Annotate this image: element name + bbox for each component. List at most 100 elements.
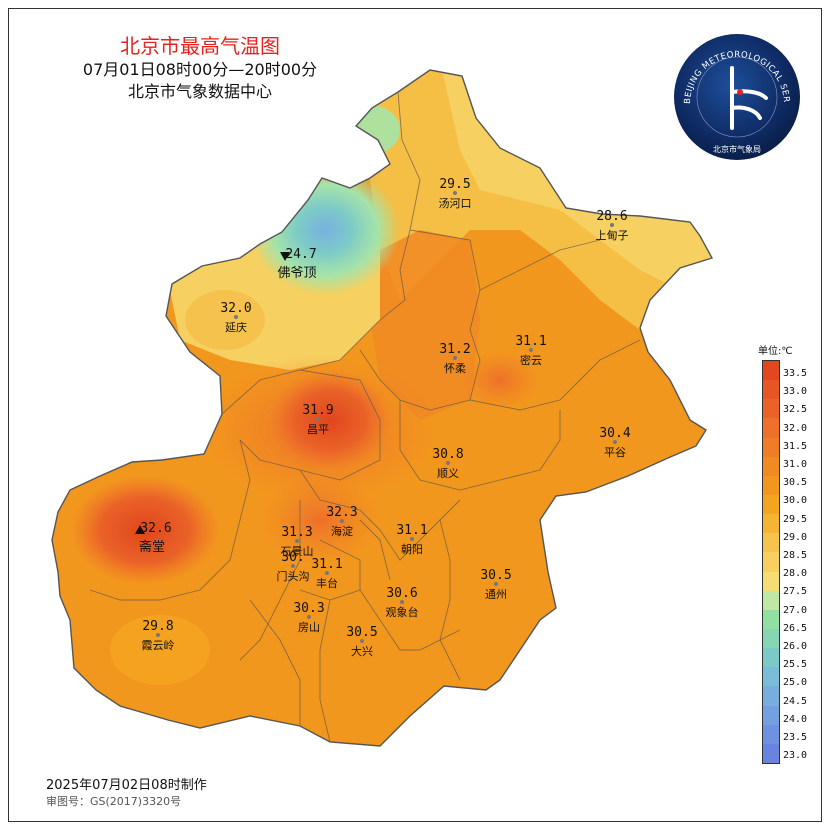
station-value: 29.5 — [439, 177, 470, 192]
station-name: 昌平 — [307, 423, 329, 436]
station-changping: 31.9 昌平 — [302, 403, 333, 436]
legend-tick-label: 25.5 — [783, 659, 808, 671]
station-layer: 29.5汤河口28.6上甸子24.7佛爷顶32.0延庆31.2怀柔31.1密云3… — [135, 177, 631, 658]
station-value: 32.0 — [220, 301, 251, 316]
legend-swatch — [763, 418, 779, 439]
station-name: 霞云岭 — [142, 638, 175, 652]
station-value: 31.1 — [515, 334, 546, 349]
station-value: 30.5 — [480, 568, 511, 583]
legend-tick-label: 26.5 — [783, 622, 808, 634]
station-haidian: 32.3 海淀 — [326, 505, 357, 538]
legend-swatch — [763, 609, 779, 630]
legend-swatch — [763, 533, 779, 553]
station-dot-icon — [453, 191, 457, 195]
station-huairou: 31.2 怀柔 — [439, 342, 470, 375]
station-name: 门头沟 — [277, 569, 310, 583]
station-dot-icon — [291, 564, 295, 568]
station-tongzhou: 30.5 通州 — [480, 568, 511, 601]
legend-tick-label: 33.0 — [783, 386, 808, 398]
logo-emblem-icon — [730, 66, 768, 130]
legend-swatch — [763, 552, 779, 573]
station-value: 30.5 — [346, 625, 377, 640]
legend-swatch — [763, 743, 779, 764]
station-name: 观象台 — [386, 605, 419, 619]
time-period: 07月01日08时00分—20时00分 — [82, 60, 318, 79]
station-value: 24.7 — [285, 247, 316, 262]
legend-swatch — [763, 629, 779, 649]
station-miyun: 31.1 密云 — [515, 334, 546, 367]
legend-tick-label: 24.5 — [783, 695, 808, 707]
legend-tick-label: 29.5 — [783, 513, 808, 525]
station-value: 31.1 — [311, 557, 342, 572]
station-xiayunling: 29.8 霞云岭 — [142, 619, 175, 652]
station-name: 汤河口 — [439, 196, 472, 210]
legend-swatch — [763, 437, 779, 458]
station-name: 顺义 — [437, 467, 459, 480]
legend-swatch — [763, 361, 779, 381]
legend-tick-label: 28.0 — [783, 568, 808, 580]
station-value: 30.4 — [599, 426, 630, 441]
station-value: 32.3 — [326, 505, 357, 520]
legend-swatch — [763, 667, 779, 687]
legend-tick-label: 26.0 — [783, 641, 808, 652]
station-value: 30.8 — [432, 447, 463, 462]
legend-swatch — [763, 456, 779, 477]
station-name: 斋堂 — [139, 539, 165, 555]
station-dot-icon — [613, 440, 617, 444]
station-dot-icon — [610, 223, 614, 227]
legend-tick-label: 31.0 — [783, 459, 808, 470]
station-shijingshan: 31.3 石景山 — [281, 525, 314, 558]
station-fangshan: 30.3 房山 — [293, 601, 324, 634]
station-name: 上甸子 — [596, 229, 629, 242]
station-value: 29.8 — [142, 619, 173, 634]
max-marker-icon — [135, 525, 145, 534]
station-value: 31.2 — [439, 342, 470, 357]
legend-tick-label: 23.0 — [783, 750, 808, 762]
station-name: 房山 — [298, 621, 320, 634]
district-borders — [89, 91, 641, 743]
legend-tick-label: 31.5 — [783, 440, 808, 452]
map-review-number: 审图号：GS(2017)3320号 — [46, 795, 182, 808]
station-value: 30. — [281, 550, 304, 565]
station-shunyi: 30.8 顺义 — [432, 447, 463, 480]
legend-tick-label: 25.0 — [783, 677, 808, 689]
station-dot-icon — [307, 615, 311, 619]
station-value: 31.9 — [302, 403, 333, 418]
station-dot-icon — [453, 356, 457, 360]
station-dot-icon — [529, 348, 533, 352]
station-dot-icon — [295, 539, 299, 543]
min-marker-icon — [280, 252, 290, 261]
legend-swatch — [763, 648, 779, 668]
legend-swatch — [763, 514, 779, 534]
station-dot-icon — [234, 315, 238, 319]
station-value: 30.3 — [293, 601, 324, 616]
data-source: 北京市气象数据中心 — [127, 82, 272, 101]
station-name: 平谷 — [604, 446, 626, 459]
station-value: 31.3 — [281, 525, 312, 540]
legend-tick-label: 27.0 — [783, 604, 808, 616]
legend-swatch — [763, 590, 779, 611]
legend-swatch — [763, 399, 779, 419]
station-name: 延庆 — [225, 320, 247, 334]
station-zhaitang: 32.6 斋堂 — [135, 521, 172, 555]
legend-tick-label: 24.0 — [783, 713, 808, 725]
station-daxing: 30.5 大兴 — [346, 625, 377, 658]
meteorological-bureau-logo: BEIJING METEOROLOGICAL SERVICE 北京市气象局 — [672, 32, 800, 160]
station-value: 28.6 — [596, 209, 627, 224]
legend-swatch — [763, 571, 779, 592]
station-dot-icon — [360, 639, 364, 643]
station-yanqing: 32.0 延庆 — [220, 301, 251, 334]
station-dot-icon — [325, 571, 329, 575]
legend-swatch — [763, 495, 779, 515]
legend-tick-label: 33.5 — [783, 368, 808, 379]
color-legend — [762, 360, 780, 764]
station-name: 朝阳 — [401, 543, 423, 556]
legend-swatch — [763, 475, 779, 496]
production-time: 2025年07月02日08时制作 — [46, 778, 207, 793]
station-dot-icon — [410, 537, 414, 541]
station-tanghekou: 29.5 汤河口 — [439, 177, 472, 210]
map-title: 北京市最高气温图 — [120, 34, 280, 58]
station-dot-icon — [156, 633, 160, 637]
map-frame — [8, 8, 822, 822]
